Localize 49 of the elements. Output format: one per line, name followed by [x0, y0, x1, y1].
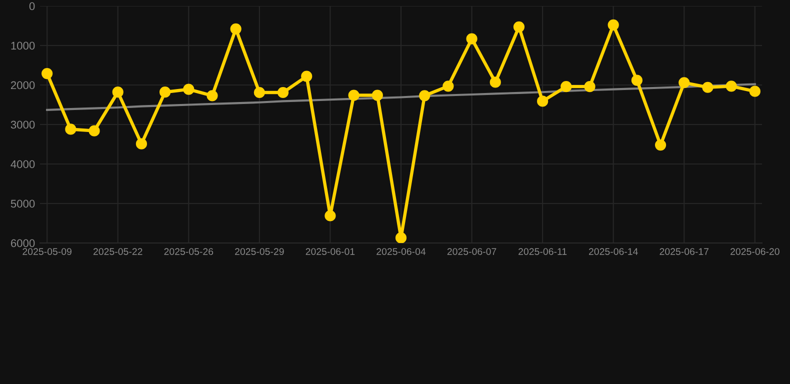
point: [206, 90, 218, 102]
y-tick-label: 5000: [10, 200, 35, 208]
point: [419, 90, 430, 102]
point: [608, 19, 619, 31]
x-tick-label: 2025-06-07: [447, 248, 496, 255]
point: [112, 86, 124, 98]
point: [395, 232, 407, 243]
y-tick-label: 1000: [11, 42, 35, 50]
x-tick-label: 2025-06-20: [730, 248, 780, 255]
point: [654, 139, 666, 151]
point: [277, 86, 289, 98]
x-tick-label: 2025-05-09: [22, 248, 72, 255]
x-tick-label: 2025-06-14: [588, 248, 638, 255]
x-tick-label: 2025-06-01: [306, 248, 355, 255]
x-tick-label: 2025-06-04: [376, 248, 426, 255]
y-tick-label: 3000: [10, 120, 35, 129]
point: [230, 23, 242, 34]
y-tick-label: 4000: [10, 160, 35, 168]
y-tick-label: 0: [29, 2, 35, 10]
point: [301, 70, 312, 82]
x-tick-label: 2025-05-26: [164, 248, 214, 255]
point: [183, 84, 194, 95]
point: [324, 210, 336, 222]
point: [42, 68, 53, 80]
point: [372, 90, 383, 101]
point: [537, 96, 548, 107]
point: [254, 86, 265, 98]
point: [466, 33, 478, 44]
point: [560, 81, 572, 92]
x-tick-label: 2025-06-17: [660, 248, 709, 255]
x-tick-label: 2025-06-11: [518, 248, 567, 255]
point: [631, 74, 643, 86]
point: [442, 80, 454, 92]
point: [749, 86, 760, 97]
point: [65, 124, 76, 135]
point: [513, 21, 525, 32]
x-tick-label: 2025-05-22: [93, 248, 142, 255]
point: [490, 76, 501, 88]
point: [702, 82, 714, 93]
point: [584, 81, 596, 92]
y-tick-label: 6000: [10, 239, 35, 248]
point: [348, 90, 360, 101]
x-tick-label: 2025-05-29: [235, 248, 284, 255]
point: [88, 125, 100, 136]
point: [159, 86, 171, 98]
point: [136, 138, 148, 150]
point: [678, 77, 690, 88]
point: [726, 80, 737, 92]
y-tick-label: 2000: [10, 81, 35, 90]
